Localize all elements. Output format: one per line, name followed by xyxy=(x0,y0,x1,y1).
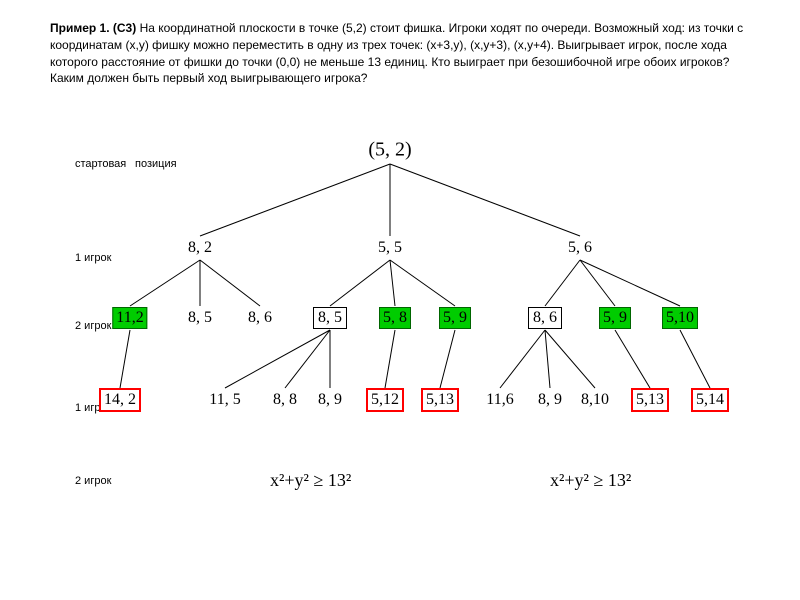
tree-node: 14, 2 xyxy=(99,388,141,412)
tree-node: 5, 9 xyxy=(439,307,471,329)
tree-node: 8, 5 xyxy=(188,309,212,327)
tree-node: (5, 2) xyxy=(368,139,411,162)
tree-node: 8, 9 xyxy=(538,391,562,409)
tree-node: 8, 6 xyxy=(528,307,562,329)
tree-node: 8, 6 xyxy=(248,309,272,327)
row-label-p1: 1 игрок xyxy=(75,252,111,264)
tree-edges xyxy=(0,0,800,600)
row-label-p2: 2 игрок xyxy=(75,320,111,332)
tree-node: 8, 2 xyxy=(188,239,212,257)
tree-node: 5, 8 xyxy=(379,307,411,329)
tree-node: 5,14 xyxy=(691,388,729,412)
tree-node: 8, 8 xyxy=(273,391,297,409)
tree-node: 5, 6 xyxy=(568,239,592,257)
tree-node: 11, 5 xyxy=(209,391,240,409)
tree-node: 8,10 xyxy=(581,391,609,409)
win-condition-formula: x²+y² ≥ 13² xyxy=(270,470,351,491)
tree-node: 11,6 xyxy=(486,391,513,409)
problem-body: На координатной плоскости в точке (5,2) … xyxy=(50,21,743,85)
tree-node: 8, 5 xyxy=(313,307,347,329)
tree-node: 5,10 xyxy=(662,307,698,329)
tree-node: 11,2 xyxy=(112,307,147,329)
tree-node: 5,12 xyxy=(366,388,404,412)
tree-node: 5,13 xyxy=(421,388,459,412)
win-condition-formula: x²+y² ≥ 13² xyxy=(550,470,631,491)
tree-node: 5,13 xyxy=(631,388,669,412)
tree-node: 5, 5 xyxy=(378,239,402,257)
problem-statement: Пример 1. (С3) На координатной плоскости… xyxy=(50,20,750,87)
row-label-start2: позиция xyxy=(135,158,177,170)
row-label-start: стартовая xyxy=(75,158,126,170)
tree-node: 5, 9 xyxy=(599,307,631,329)
problem-title: Пример 1. (С3) xyxy=(50,21,136,35)
tree-node: 8, 9 xyxy=(318,391,342,409)
row-label-p2b: 2 игрок xyxy=(75,475,111,487)
